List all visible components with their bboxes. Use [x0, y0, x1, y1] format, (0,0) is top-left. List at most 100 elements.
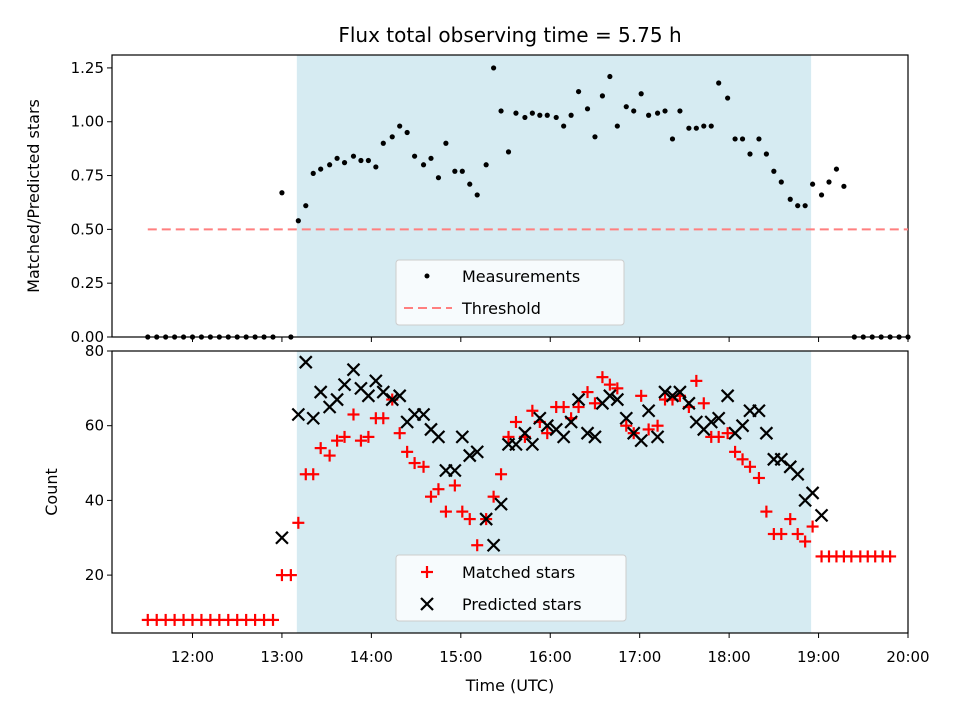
measurement-point [234, 334, 240, 340]
measurement-point [686, 125, 692, 131]
bottom-plot-area [111, 350, 909, 634]
predicted-star-point [330, 392, 344, 407]
predicted-star-point [486, 538, 501, 553]
measurement-point [708, 123, 714, 129]
measurement-point [513, 110, 519, 116]
predicted-star-point [313, 385, 328, 399]
bottom-x-ticks: 12:00 13:00 14:00 15:00 16:00 17:00 18:00 19:00… [171, 633, 930, 666]
measurement-point [270, 334, 276, 340]
y-tick-label: 20 [85, 566, 104, 584]
measurement-point [638, 91, 644, 97]
matched-star-point [596, 371, 609, 384]
matched-star-point [487, 490, 500, 503]
measurement-point [252, 334, 258, 340]
measurement-point [584, 106, 591, 112]
legend-predicted-label: Predicted stars [462, 595, 582, 614]
predicted-star-point [673, 385, 687, 399]
matched-star-point [884, 550, 897, 563]
matched-star-point [401, 445, 414, 458]
matched-star-point [784, 513, 797, 526]
measurement-point [207, 334, 213, 340]
matched-star-point [471, 539, 484, 552]
predicted-star-point [588, 430, 602, 444]
predicted-star-point [518, 426, 532, 440]
matched-star-point [721, 427, 734, 440]
matched-star-point [377, 412, 390, 425]
y-tick-label: 60 [85, 417, 104, 435]
measurement-point [739, 136, 746, 142]
measurement-point [795, 203, 801, 209]
measurement-point [172, 334, 178, 340]
measurement-point [145, 334, 151, 340]
measurement-point [358, 157, 364, 164]
predicted-star-point [337, 377, 352, 392]
y-tick-label: 0.25 [71, 274, 104, 292]
measurement-point [288, 334, 294, 340]
measurement-point [459, 168, 465, 174]
measurement-point [833, 166, 840, 172]
matched-star-point [266, 613, 279, 626]
bottom-legend-box [395, 554, 627, 622]
measurement-points [145, 65, 911, 340]
measurement-point [303, 203, 309, 209]
measurement-point [225, 334, 231, 340]
matched-star-point [557, 401, 570, 414]
matched-star-point [620, 419, 633, 432]
matched-star-point [760, 505, 773, 518]
matched-star-point [424, 490, 437, 503]
x-tick-label: 15:00 [439, 648, 482, 666]
matched-star-point [323, 449, 336, 462]
measurement-point [243, 334, 249, 340]
predicted-star-point [603, 389, 617, 403]
matched-star-point [697, 397, 710, 410]
predicted-star-point [299, 355, 313, 369]
matched-star-point [307, 468, 320, 481]
measurement-point [614, 123, 620, 129]
measurement-point [380, 140, 386, 146]
measurement-point [295, 218, 301, 224]
predicted-star-point [759, 426, 774, 440]
predicted-star-point [682, 396, 696, 411]
predicted-star-point [665, 389, 680, 403]
predicted-star-point [650, 430, 665, 444]
legend-predicted-marker [420, 597, 434, 611]
measurement-point [198, 334, 205, 340]
top-x-ticks [191, 337, 909, 342]
x-tick-label: 13:00 [260, 648, 303, 666]
predicted-star-point [416, 407, 431, 422]
x-tick-label: 16:00 [529, 648, 572, 666]
x-tick-label: 14:00 [350, 648, 393, 666]
measurement-point [654, 110, 661, 116]
measurement-point [716, 80, 722, 86]
matched-star-point [690, 374, 703, 387]
matched-star-point [456, 505, 469, 518]
measurement-point [189, 334, 196, 340]
measurement-point [216, 334, 222, 340]
measurement-point [474, 192, 480, 198]
predicted-star-point [752, 403, 766, 418]
y-tick-label: 1.25 [71, 59, 104, 77]
measurement-point [677, 108, 683, 114]
measurement-point [860, 334, 866, 340]
measurement-point [498, 108, 504, 114]
matched-star-point [331, 434, 344, 447]
measurement-point [771, 168, 777, 174]
predicted-star-point [494, 497, 508, 511]
matched-star-point [509, 415, 522, 428]
measurement-point [279, 190, 285, 196]
legend-matched-label: Matched stars [462, 563, 575, 582]
x-tick-label: 17:00 [618, 648, 661, 666]
top-legend-box [395, 259, 625, 326]
matched-star-point [572, 401, 585, 414]
matched-star-point [635, 389, 648, 402]
x-tick-label: 19:00 [797, 648, 840, 666]
y-tick-label: 0.50 [71, 220, 104, 238]
predicted-star-point [455, 430, 470, 444]
measurement-point [420, 162, 427, 168]
measurement-point [869, 334, 875, 340]
matched-star-point [588, 397, 601, 410]
measurement-point [575, 88, 582, 95]
predicted-star-point [704, 415, 719, 429]
measurement-point [662, 108, 668, 114]
